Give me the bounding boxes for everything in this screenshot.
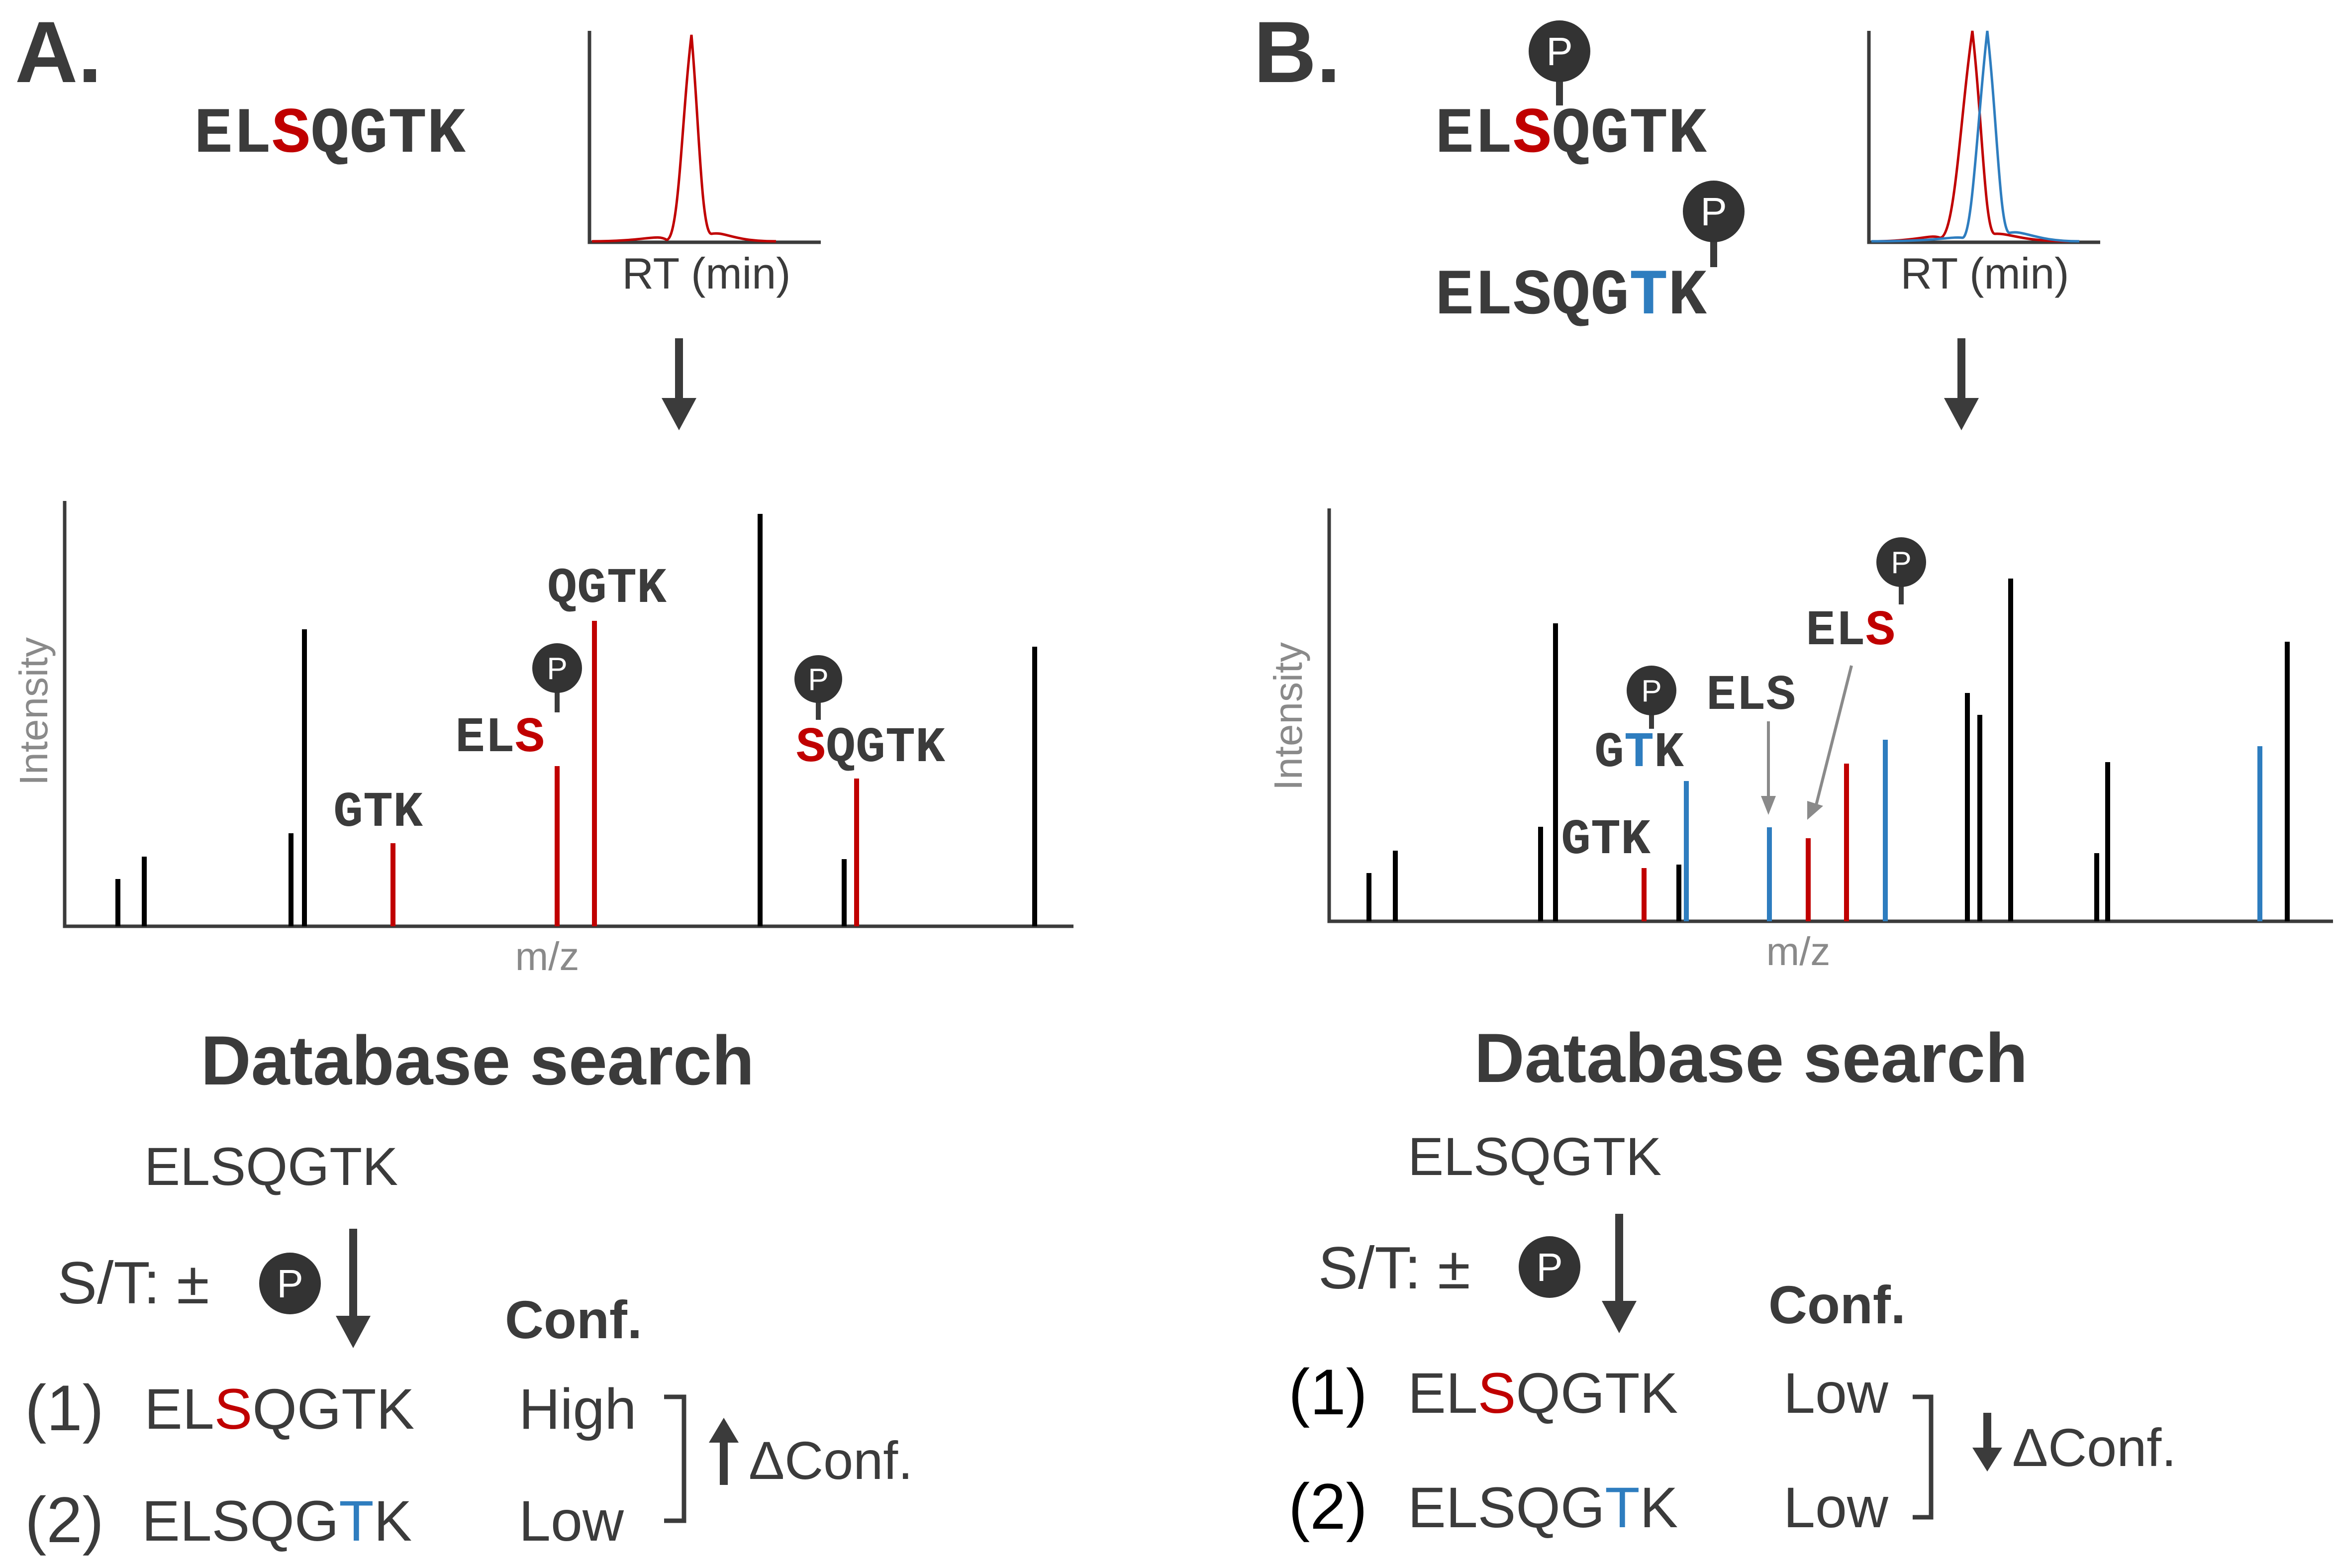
- phosphate-badge-icon: P: [532, 643, 582, 693]
- panel-a-candidate-2: ELSQGTK: [142, 1489, 412, 1553]
- phosphate-badge-icon: P: [794, 655, 842, 703]
- phosphate-badge-icon: P: [1683, 181, 1745, 242]
- panel-b-rank-1: (1): [1288, 1356, 1367, 1428]
- panel-b: B. ELSQGTK P ELSQGTK P RT (min): [1254, 4, 2333, 1543]
- panel-b-candidate-2: ELSQGTK: [1408, 1476, 1678, 1540]
- panel-b-mod-label: S/T: ±: [1318, 1235, 1470, 1301]
- panel-a-rt-label: RT (min): [622, 249, 791, 298]
- panel-a-sqgtk-label: SQGTK: [796, 720, 946, 777]
- bracket-icon: [1913, 1394, 1934, 1520]
- panel-b-delta-conf: ΔConf.: [2012, 1417, 2176, 1477]
- down-arrow-icon: [336, 1229, 371, 1348]
- panel-b-candidate-1: ELSQGTK: [1408, 1362, 1678, 1425]
- phosphate-badge-icon: P: [1519, 1236, 1580, 1298]
- panel-b-peptide-2: ELSQGTK: [1435, 260, 1707, 333]
- pointer-arrow: [1814, 665, 1853, 807]
- panel-b-gtk-label: GTK: [1561, 812, 1651, 869]
- panel-a-gtk-label: GTK: [333, 785, 423, 841]
- panel-b-conf-2: Low: [1783, 1476, 1889, 1540]
- svg-text:P: P: [1546, 29, 1572, 74]
- panel-a-search-peptide: ELSQGTK: [144, 1136, 398, 1196]
- panel-b-label: B.: [1254, 4, 1341, 101]
- panel-b-search-peptide: ELSQGTK: [1408, 1126, 1661, 1186]
- panel-a-peptide: ELSQGTK: [194, 98, 466, 172]
- up-arrow-icon: [709, 1418, 739, 1485]
- svg-text:P: P: [547, 652, 567, 686]
- panel-a-qgtk-label: QGTK: [547, 561, 667, 617]
- panel-b-chromatogram-peak-red: [1871, 30, 2070, 243]
- phosphate-badge-icon: P: [1627, 666, 1676, 715]
- panel-a-mz-label: m/z: [515, 934, 580, 979]
- bracket-icon: [664, 1394, 686, 1523]
- panel-b-mz-label: m/z: [1766, 929, 1831, 974]
- panel-a-conf-1: High: [519, 1377, 637, 1441]
- panel-b-conf-header: Conf.: [1768, 1274, 1906, 1335]
- panel-a-spectrum: Intensity m/z QGTK GTK ELS: [11, 501, 1073, 979]
- panel-a-chromatogram: RT (min): [587, 31, 821, 298]
- panel-b-chromatogram: RT (min): [1867, 30, 2100, 298]
- panel-b-database-search: Database search ELSQGTK S/T: ± P Conf. (…: [1288, 1019, 2176, 1543]
- panel-a-label: A.: [15, 4, 102, 101]
- panel-a-conf-2: Low: [519, 1489, 624, 1553]
- panel-b-search-title: Database search: [1474, 1019, 2028, 1097]
- panel-a-candidate-1: ELSQGTK: [144, 1377, 414, 1441]
- panel-a-database-search: Database search ELSQGTK S/T: ± P Conf. (…: [25, 1021, 913, 1556]
- svg-text:P: P: [1536, 1245, 1562, 1289]
- phosphate-badge-icon: P: [1876, 537, 1926, 587]
- svg-text:P: P: [1641, 674, 1661, 708]
- panel-b-spectrum: Intensity m/z: [1266, 508, 2333, 974]
- svg-text:P: P: [1891, 546, 1911, 580]
- panel-b-gtk-phospho-label: GTK: [1594, 725, 1684, 782]
- panel-b-chromatogram-peak-blue: [1871, 30, 2080, 243]
- panel-b-els-label: ELS: [1706, 668, 1796, 724]
- down-arrow-icon: [1972, 1413, 2002, 1471]
- panel-b-rt-label: RT (min): [1901, 249, 2069, 298]
- down-arrow-icon: [662, 338, 696, 430]
- panel-b-els-top-label: ELS: [1806, 603, 1895, 660]
- panel-a-delta-conf: ΔConf.: [749, 1430, 913, 1490]
- panel-b-peptide-1: ELSQGTK: [1435, 98, 1707, 172]
- phosphate-badge-icon: P: [1529, 20, 1590, 82]
- down-arrow-icon: [1602, 1214, 1637, 1333]
- svg-text:P: P: [1700, 190, 1727, 234]
- panel-a-rank-2: (2): [25, 1483, 104, 1556]
- down-arrow-icon: [1944, 338, 1979, 430]
- panel-a-intensity-label: Intensity: [11, 637, 56, 785]
- panel-a-conf-header: Conf.: [505, 1289, 642, 1350]
- panel-b-conf-1: Low: [1783, 1362, 1889, 1425]
- panel-a-rank-1: (1): [25, 1372, 104, 1444]
- panel-a: A. ELSQGTK RT (min) Intensity m/z: [11, 4, 1073, 1556]
- panel-a-chromatogram-peak: [591, 34, 777, 243]
- phosphate-badge-icon: P: [259, 1253, 321, 1314]
- panel-a-mod-label: S/T: ±: [57, 1250, 209, 1316]
- svg-text:P: P: [808, 663, 828, 697]
- panel-a-search-title: Database search: [201, 1021, 755, 1099]
- panel-b-rank-2: (2): [1288, 1470, 1367, 1543]
- panel-a-els-label: ELS: [455, 710, 545, 767]
- svg-text:P: P: [277, 1262, 303, 1306]
- panel-b-intensity-label: Intensity: [1266, 642, 1310, 790]
